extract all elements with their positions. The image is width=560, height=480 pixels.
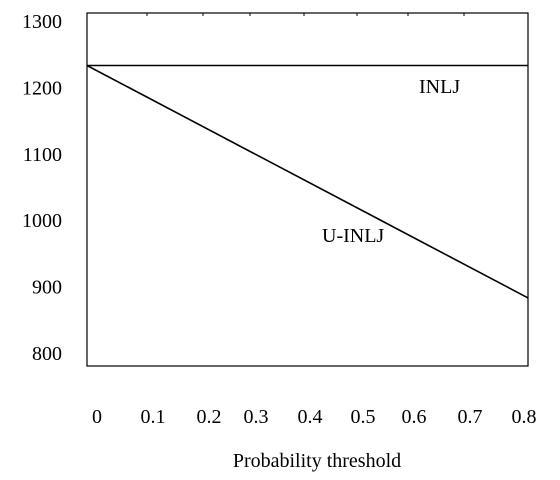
series-line-u-inlj — [86, 64, 529, 299]
x-tick-label: 0 — [92, 406, 102, 428]
y-tick-label: 800 — [32, 343, 62, 365]
y-tick-group: 800 900 1000 1100 1200 1300 — [22, 11, 62, 365]
y-tick-label: 900 — [32, 277, 62, 299]
x-tick-label: 0.7 — [458, 406, 483, 428]
series-label-inlj: INLJ — [419, 76, 460, 98]
x-tick-label: 0.6 — [402, 406, 427, 428]
x-tick-label: 0.3 — [244, 406, 269, 428]
y-tick-label: 1300 — [22, 11, 62, 33]
x-tick-label: 0.4 — [298, 406, 323, 428]
y-tick-label: 1100 — [23, 144, 62, 166]
series-group — [86, 64, 529, 299]
plot-frame — [86, 12, 529, 367]
series-label-u-inlj: U-INLJ — [322, 225, 384, 247]
x-tick-label: 0.1 — [141, 406, 166, 428]
y-tick-label: 1200 — [22, 77, 62, 99]
x-tick-label: 0.5 — [351, 406, 376, 428]
x-tick-label: 0.2 — [197, 406, 222, 428]
y-tick-label: 1000 — [22, 210, 62, 232]
x-tick-group: 0 0.1 0.2 0.3 0.4 0.5 0.6 0.7 0.8 — [92, 13, 537, 428]
x-axis-label: Probability threshold — [233, 450, 401, 472]
x-tick-label: 0.8 — [512, 406, 537, 428]
